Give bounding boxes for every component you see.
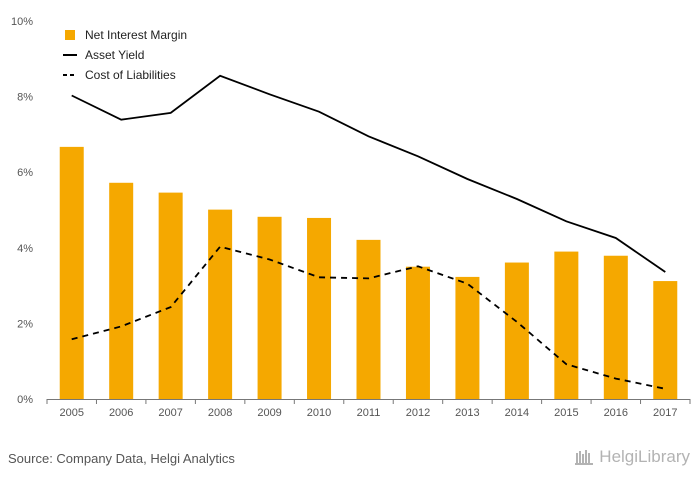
footer: Source: Company Data, Helgi Analytics He… [0,440,700,483]
x-tick-label: 2016 [604,407,628,419]
asset-yield-line [71,74,666,273]
bar [208,209,233,399]
x-tick-label: 2008 [208,407,232,419]
bar [356,239,381,399]
legend-swatch-bar [65,30,75,40]
legend-label: Asset Yield [85,48,144,62]
bar [307,217,332,399]
bar [603,255,628,399]
legend: Net Interest Margin Asset Yield Cost of Li… [63,28,187,82]
library-icon [575,450,594,465]
bar [653,281,678,399]
x-tick-label: 2013 [455,407,479,419]
brand-logo: HelgiLibrary [574,447,690,467]
bar [59,146,84,399]
bar [405,266,430,399]
y-tick-label: 4% [17,243,33,255]
x-tick-label: 2015 [554,407,578,419]
bar [109,182,134,399]
bar [554,251,579,399]
x-tick-label: 2009 [257,407,281,419]
legend-label: Net Interest Margin [85,28,187,42]
bar [257,216,282,399]
y-tick-label: 10% [11,16,33,28]
y-tick-label: 6% [17,167,33,179]
bar [158,192,183,399]
x-tick-label: 2007 [158,407,182,419]
x-tick-label: 2005 [59,407,83,419]
cost-of-liabilities-line [71,245,666,390]
legend-label: Cost of Liabilities [85,68,176,82]
y-tick-label: 0% [17,394,33,406]
bar [504,262,529,399]
y-tick-label: 8% [17,92,33,104]
source-note: Source: Company Data, Helgi Analytics [8,451,235,466]
x-tick-label: 2014 [505,407,529,419]
x-tick-label: 2017 [653,407,677,419]
y-tick-label: 2% [17,318,33,330]
x-tick-label: 2010 [307,407,331,419]
brand-name: HelgiLibrary [599,447,690,466]
chart: 0% 2% 4% 6% 8% 10% 2005 2006 2007 2008 2009 2010 201… [11,16,691,419]
x-tick-label: 2011 [357,407,381,419]
bar [455,276,480,399]
plot-area: 0% 2% 4% 6% 8% 10% 2005 2006 2007 2008 2009 2010 201… [11,16,691,419]
x-tick-label: 2012 [406,407,430,419]
x-tick-label: 2006 [109,407,133,419]
